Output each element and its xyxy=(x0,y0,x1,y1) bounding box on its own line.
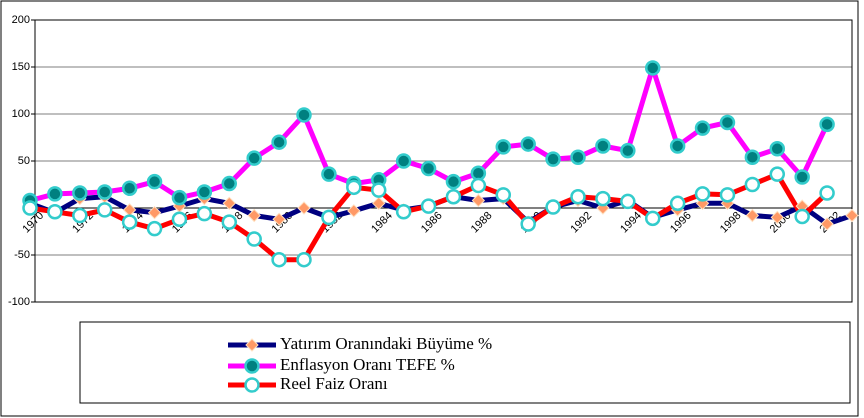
legend-label: Enflasyon Oranı TEFE % xyxy=(280,355,455,374)
marker xyxy=(769,166,786,182)
marker xyxy=(669,195,686,212)
marker xyxy=(96,184,113,200)
marker xyxy=(770,210,784,225)
marker xyxy=(719,114,736,131)
marker xyxy=(570,188,586,205)
marker xyxy=(445,173,462,190)
marker xyxy=(595,190,611,207)
marker xyxy=(545,151,561,167)
marker xyxy=(372,196,386,211)
marker xyxy=(420,198,437,214)
marker xyxy=(346,179,362,196)
marker xyxy=(246,231,262,247)
marker xyxy=(196,205,213,222)
marker xyxy=(520,216,536,232)
marker xyxy=(171,211,188,228)
marker xyxy=(794,169,810,185)
y-tick-label: 150 xyxy=(12,61,30,73)
marker xyxy=(545,199,561,215)
legend-label: Yatırım Oranındaki Büyüme % xyxy=(280,334,492,353)
marker xyxy=(147,205,162,220)
marker xyxy=(222,196,236,211)
marker xyxy=(297,201,311,215)
marker xyxy=(669,138,686,154)
marker xyxy=(644,60,661,76)
marker xyxy=(745,208,760,223)
marker xyxy=(520,136,536,152)
marker xyxy=(272,212,286,226)
marker xyxy=(719,187,736,203)
marker xyxy=(72,185,88,201)
marker xyxy=(445,188,462,205)
y-tick-label: 100 xyxy=(12,108,30,120)
marker xyxy=(495,187,512,203)
marker xyxy=(395,153,412,169)
marker xyxy=(620,142,636,159)
marker xyxy=(244,377,260,393)
marker xyxy=(395,204,412,220)
marker xyxy=(495,139,512,155)
marker xyxy=(296,107,312,123)
marker xyxy=(694,120,711,136)
marker xyxy=(47,204,63,220)
marker xyxy=(321,209,337,226)
marker xyxy=(845,208,859,223)
y-tick-label: -100 xyxy=(8,296,30,308)
marker xyxy=(196,184,213,200)
y-tick-label: -50 xyxy=(14,249,30,261)
marker xyxy=(121,180,138,197)
marker xyxy=(244,358,260,374)
marker xyxy=(470,177,487,194)
marker xyxy=(271,251,287,268)
marker xyxy=(644,210,661,227)
marker xyxy=(121,214,138,230)
marker xyxy=(221,175,238,192)
marker xyxy=(794,208,810,225)
marker xyxy=(820,217,834,231)
marker xyxy=(22,200,38,216)
marker xyxy=(246,150,262,166)
y-tick-label: 50 xyxy=(18,155,30,167)
marker xyxy=(296,251,312,268)
marker xyxy=(694,186,711,202)
marker xyxy=(245,338,259,352)
legend-label: Reel Faiz Oranı xyxy=(280,374,388,393)
marker xyxy=(471,193,486,208)
legend xyxy=(79,321,851,404)
y-tick-label: 200 xyxy=(12,14,30,26)
marker xyxy=(595,138,611,154)
marker xyxy=(321,166,337,182)
marker xyxy=(769,141,786,157)
marker xyxy=(47,186,63,202)
marker xyxy=(347,204,361,218)
marker xyxy=(819,116,835,133)
marker xyxy=(247,208,261,223)
marker xyxy=(171,189,188,206)
marker xyxy=(744,176,761,193)
marker xyxy=(819,185,835,201)
marker xyxy=(96,202,113,218)
marker xyxy=(221,214,238,230)
marker xyxy=(370,182,387,198)
marker xyxy=(72,207,88,224)
marker xyxy=(570,149,586,165)
marker xyxy=(146,173,163,190)
marker xyxy=(744,149,761,165)
marker xyxy=(620,193,636,210)
marker xyxy=(271,134,287,150)
marker xyxy=(420,160,437,177)
marker xyxy=(146,220,163,237)
